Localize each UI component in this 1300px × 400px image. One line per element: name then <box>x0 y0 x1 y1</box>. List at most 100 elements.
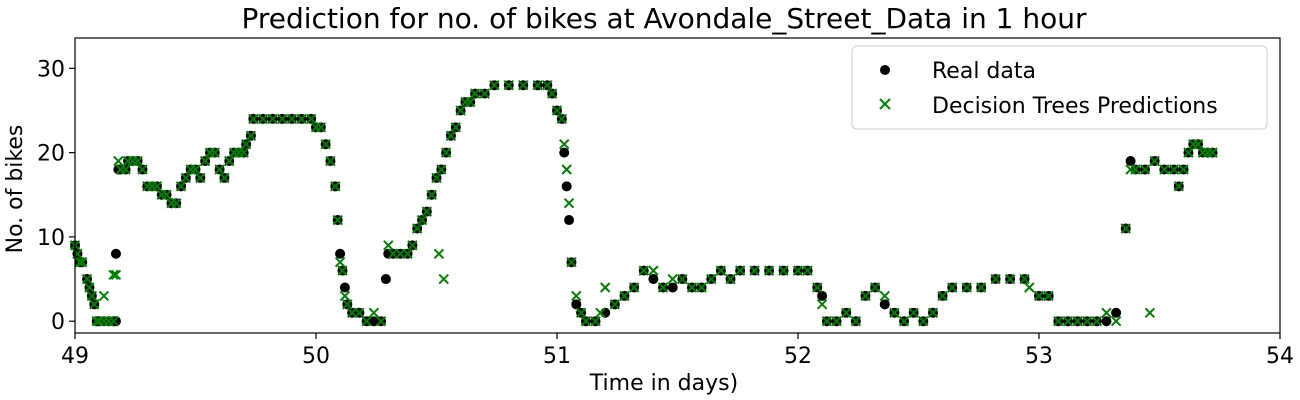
prediction-point <box>686 282 698 293</box>
real-data-point <box>571 299 582 310</box>
prediction-point <box>879 290 890 302</box>
prediction-point <box>816 299 828 310</box>
prediction-point <box>918 315 929 327</box>
real-data-point <box>1111 307 1122 318</box>
prediction-point <box>1101 307 1112 318</box>
prediction-point <box>831 315 842 327</box>
y-tick-label: 10 <box>37 226 65 251</box>
real-data-point <box>648 274 659 285</box>
prediction-point <box>368 307 380 318</box>
prediction-point <box>898 315 910 327</box>
legend-label-real-data: Real data <box>932 59 1036 84</box>
prediction-point <box>908 307 919 318</box>
prediction-point <box>575 307 587 318</box>
prediction-point <box>812 282 823 293</box>
plot-frame <box>74 37 1281 334</box>
real-data-point <box>1125 156 1136 167</box>
real-data-point <box>564 215 575 226</box>
prediction-point <box>361 315 372 327</box>
prediction-point <box>1173 181 1184 192</box>
x-tick-label: 54 <box>1266 344 1294 369</box>
prediction-point <box>199 155 211 167</box>
prediction-point <box>337 265 348 276</box>
real-data-point <box>879 299 890 310</box>
prediction-point <box>802 265 813 276</box>
prediction-point <box>86 290 98 302</box>
prediction-point <box>214 164 225 175</box>
prediction-point <box>990 273 1001 285</box>
prediction-point <box>599 282 611 293</box>
prediction-point <box>296 113 307 125</box>
prediction-point <box>1149 155 1160 167</box>
prediction-point <box>1043 290 1054 302</box>
prediction-point <box>151 181 163 192</box>
prediction-point <box>706 273 717 285</box>
prediction-point <box>1130 164 1141 175</box>
prediction-point <box>219 172 230 184</box>
prediction-point <box>342 299 353 310</box>
prediction-point <box>334 256 346 268</box>
y-tick-label: 20 <box>37 142 65 167</box>
prediction-point <box>479 88 490 99</box>
prediction-point <box>402 248 413 259</box>
prediction-point <box>330 181 341 192</box>
prediction-point <box>438 273 449 285</box>
prediction-point <box>120 164 131 175</box>
prediction-point <box>595 307 606 318</box>
prediction-point <box>749 265 760 276</box>
prediction-point <box>445 130 457 141</box>
prediction-point <box>840 307 852 318</box>
prediction-point <box>734 265 746 276</box>
prediction-point <box>590 315 601 327</box>
prediction-point <box>563 197 575 209</box>
prediction-point <box>89 299 100 310</box>
prediction-point <box>375 315 387 327</box>
prediction-point <box>77 256 88 268</box>
y-axis-title: No. of bikes <box>3 125 28 254</box>
prediction-point <box>889 307 900 318</box>
prediction-point <box>209 147 220 158</box>
prediction-point <box>305 113 317 125</box>
prediction-point <box>503 79 515 91</box>
prediction-point <box>325 155 336 167</box>
real-data-point <box>667 282 678 293</box>
prediction-point <box>556 113 568 125</box>
prediction-point <box>412 223 423 234</box>
real-data-point <box>817 290 828 301</box>
real-data-point <box>110 248 121 259</box>
prediction-point <box>320 138 331 150</box>
real-data-point <box>380 274 391 285</box>
prediction-point <box>657 282 669 293</box>
prediction-point <box>1053 315 1064 327</box>
prediction-point <box>407 240 418 251</box>
prediction-point <box>98 290 110 302</box>
prediction-point <box>1081 315 1093 327</box>
prediction-point <box>113 155 124 167</box>
prediction-point <box>421 206 433 217</box>
prediction-point <box>440 147 452 158</box>
prediction-point <box>224 155 235 167</box>
prediction-point <box>315 122 327 133</box>
legend: Real data Decision Trees Predictions <box>851 45 1268 130</box>
x-tick-label: 53 <box>1025 344 1053 369</box>
real-data-point <box>1101 316 1112 327</box>
prediction-point <box>546 88 558 99</box>
prediction-point <box>257 113 269 125</box>
prediction-point <box>190 164 201 175</box>
legend-marker-decision-trees <box>879 98 891 110</box>
real-data-point <box>339 282 350 293</box>
prediction-point <box>947 282 958 293</box>
prediction-point <box>619 290 630 302</box>
real-data-point <box>110 316 121 327</box>
prediction-point <box>74 256 86 268</box>
prediction-point <box>609 299 621 310</box>
legend-box <box>851 45 1268 130</box>
real-data-point <box>561 181 572 192</box>
prediction-point <box>561 164 572 175</box>
prediction-point <box>1019 273 1030 285</box>
prediction-point <box>1192 138 1204 150</box>
real-data-point <box>368 316 379 327</box>
prediction-point <box>532 79 543 91</box>
prediction-point <box>850 315 862 327</box>
